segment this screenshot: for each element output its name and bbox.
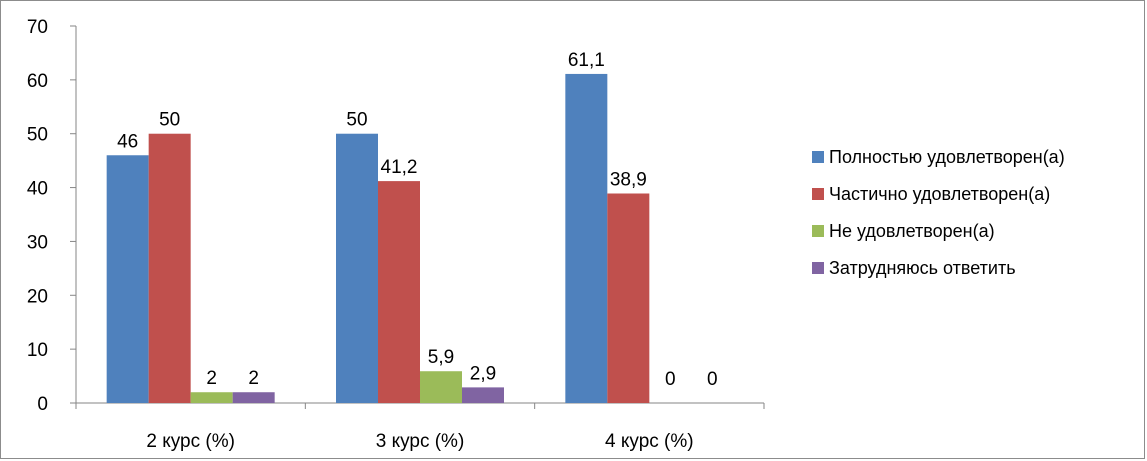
- bar: [462, 387, 504, 403]
- data-label: 50: [346, 110, 367, 131]
- data-label: 46: [117, 131, 138, 152]
- data-label: 50: [159, 110, 180, 131]
- bar: [336, 133, 378, 403]
- data-label: 2,9: [470, 363, 496, 384]
- x-category-label: 4 курс (%): [605, 431, 694, 452]
- data-label: 41,2: [381, 157, 418, 178]
- x-category-label: 3 курс (%): [376, 431, 465, 452]
- y-tick-label: 0: [37, 394, 48, 415]
- y-tick-label: 60: [27, 71, 48, 92]
- legend-label: Не удовлетворен(а): [829, 221, 995, 241]
- bar: [565, 73, 608, 403]
- y-tick-label: 70: [27, 17, 48, 38]
- bar: [190, 392, 233, 403]
- bar: [106, 155, 149, 403]
- data-label: 38,9: [610, 169, 647, 190]
- legend-swatch: [812, 188, 824, 200]
- y-tick-label: 10: [27, 340, 48, 361]
- bars: [106, 73, 650, 403]
- data-label: 0: [707, 369, 718, 390]
- legend-swatch: [812, 225, 824, 237]
- data-label: 2: [248, 368, 259, 389]
- bar: [148, 133, 191, 403]
- bar: [378, 181, 420, 403]
- y-tick-label: 30: [27, 232, 48, 253]
- x-category-label: 2 курс (%): [146, 431, 235, 452]
- y-tick-label: 50: [27, 125, 48, 146]
- bar: [232, 392, 275, 403]
- y-tick-label: 20: [27, 286, 48, 307]
- legend-swatch: [812, 262, 824, 274]
- legend-swatch: [812, 151, 824, 163]
- bar: [607, 193, 650, 403]
- data-label: 61,1: [568, 50, 605, 71]
- y-tick-label: 40: [27, 179, 48, 200]
- legend: Полностью удовлетворен(а) Частично удовле…: [812, 147, 1065, 278]
- bar: [420, 371, 462, 403]
- data-labels: 46 50 61,1 50 41,2 38,9 2 5,9 0 2 2,9 0: [117, 50, 718, 390]
- legend-label: Частично удовлетворен(а): [829, 184, 1050, 204]
- legend-label: Затрудняюсь ответить: [829, 258, 1016, 278]
- data-label: 5,9: [428, 347, 454, 368]
- data-label: 2: [206, 368, 217, 389]
- data-label: 0: [665, 369, 676, 390]
- legend-label: Полностью удовлетворен(а): [829, 147, 1065, 167]
